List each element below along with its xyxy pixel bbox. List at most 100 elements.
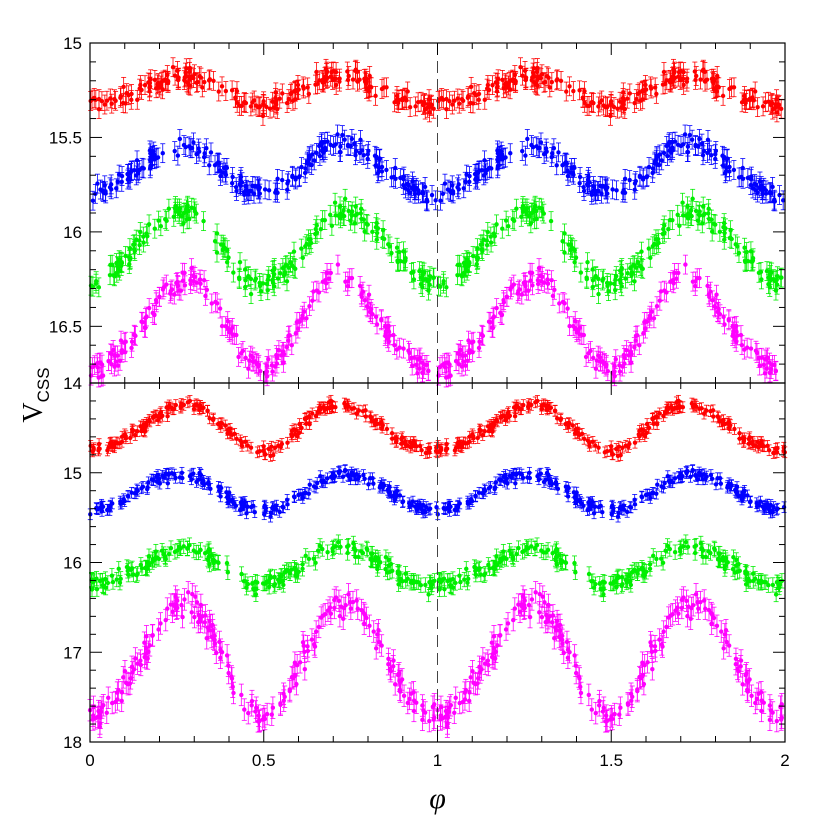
data-point [431, 275, 436, 280]
data-point [251, 191, 257, 196]
data-point [455, 96, 461, 101]
data-point [279, 177, 285, 183]
data-point [671, 74, 676, 79]
data-point [303, 166, 308, 171]
data-point [463, 179, 468, 184]
data-point [264, 104, 269, 110]
data-point [160, 150, 165, 156]
data-point [289, 90, 295, 95]
data-point [444, 285, 449, 290]
data-point [152, 152, 157, 158]
data-point [314, 69, 319, 75]
data-point [278, 270, 283, 276]
data-point [126, 255, 132, 260]
data-point [145, 233, 150, 239]
data-point [685, 149, 690, 155]
data-point [245, 274, 251, 280]
data-point [273, 90, 279, 95]
data-point [342, 196, 348, 201]
data-point [704, 77, 710, 82]
data-point [775, 102, 780, 107]
data-point [706, 206, 711, 212]
data-point [500, 226, 505, 231]
data-point [766, 99, 771, 104]
data-point [427, 102, 433, 107]
data-point [419, 269, 425, 274]
data-point [634, 96, 639, 102]
data-point [374, 220, 379, 226]
data-point [284, 100, 290, 106]
data-point [625, 270, 630, 276]
data-point [291, 249, 297, 254]
data-point [720, 163, 726, 168]
data-point [585, 259, 590, 265]
data-point [359, 216, 364, 222]
data-point [780, 198, 786, 203]
data-point [584, 276, 590, 282]
data-point [409, 270, 414, 276]
data-point [219, 84, 225, 89]
data-point [96, 285, 102, 290]
data-point [747, 96, 752, 102]
data-point [262, 187, 268, 192]
data-point [530, 144, 536, 150]
data-point [459, 274, 465, 279]
data-point [183, 74, 189, 79]
data-point [768, 272, 773, 278]
data-point [500, 77, 505, 83]
data-point [739, 174, 744, 180]
data-point [119, 173, 125, 179]
data-point [580, 95, 586, 100]
data-point [450, 183, 455, 188]
data-point [538, 140, 544, 145]
data-point [543, 146, 549, 151]
data-point [241, 100, 247, 105]
data-point [172, 148, 177, 154]
data-point [266, 188, 272, 193]
data-point [728, 227, 733, 233]
data-point [438, 198, 443, 203]
data-point [778, 106, 784, 111]
data-point [152, 77, 158, 83]
data-point [452, 98, 457, 103]
data-point [241, 189, 247, 195]
data-point [571, 88, 576, 94]
data-point [402, 259, 408, 264]
data-point [165, 72, 170, 78]
data-point [495, 77, 501, 82]
data-point [488, 234, 494, 239]
data-point [640, 177, 646, 182]
data-point [311, 158, 317, 163]
data-point [650, 166, 656, 171]
data-point [723, 171, 728, 176]
data-point [115, 179, 121, 184]
data-point [621, 90, 626, 95]
data-point [548, 218, 554, 224]
data-point [544, 149, 549, 154]
data-point [700, 221, 705, 226]
data-point [93, 281, 99, 286]
data-point [345, 142, 351, 148]
data-point [685, 216, 691, 221]
data-point [660, 82, 666, 87]
data-point [771, 198, 777, 204]
data-point [713, 151, 718, 157]
data-point [770, 184, 775, 190]
data-point [508, 150, 513, 156]
data-point [643, 82, 648, 88]
data-point [234, 88, 240, 94]
data-point [675, 142, 681, 147]
data-point [102, 183, 107, 188]
data-point [698, 77, 703, 82]
data-point [328, 212, 333, 217]
data-point [273, 187, 279, 193]
data-point [485, 229, 490, 235]
data-point [554, 163, 559, 168]
data-point [551, 146, 557, 151]
data-point [386, 242, 391, 247]
data-point [752, 181, 757, 187]
data-point [229, 180, 235, 186]
data-point [478, 242, 484, 247]
data-point [556, 150, 561, 155]
data-point [237, 103, 242, 109]
